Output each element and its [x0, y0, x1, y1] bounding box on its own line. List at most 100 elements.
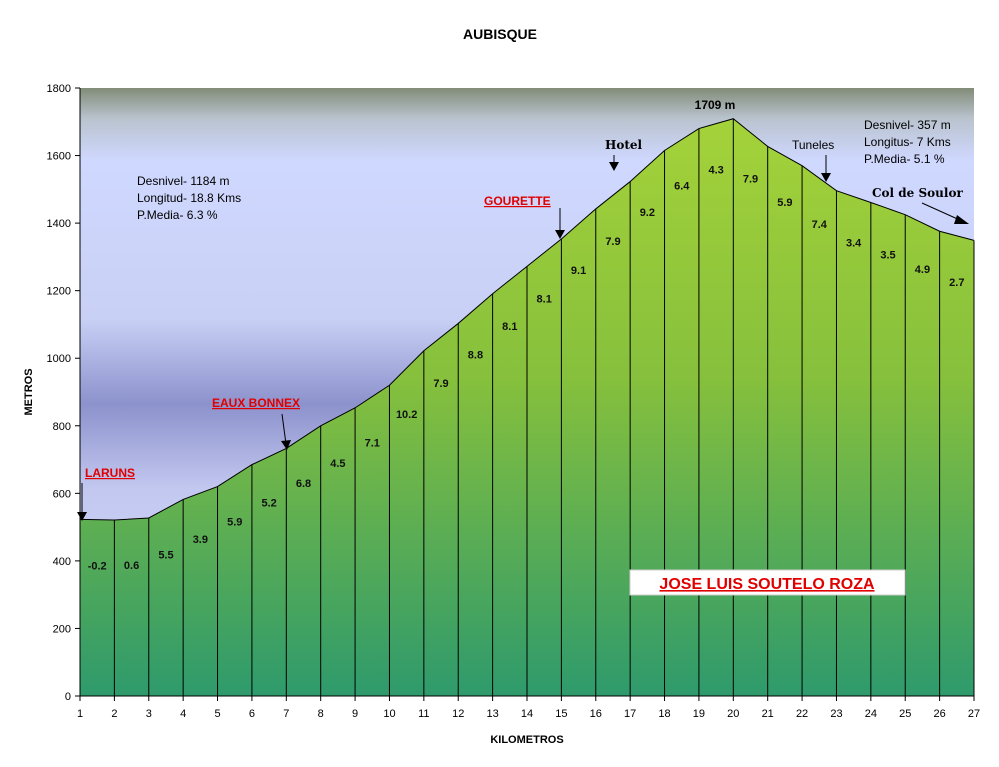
y-tick-label: 1600 — [47, 151, 71, 163]
info-right-pmedia: P.Media- 5.1 % — [864, 152, 945, 166]
elevation-line — [79, 118, 975, 521]
info-left-pmedia: P.Media- 6.3 % — [137, 208, 218, 222]
arrow-down-icon — [609, 162, 619, 171]
place-gourette: GOURETTE — [484, 194, 565, 239]
x-tick-label: 6 — [249, 708, 255, 720]
segment-grade-label: 10.2 — [396, 409, 417, 421]
segment-grade-label: 0.6 — [124, 560, 139, 572]
place-label-tuneles: Tuneles — [792, 138, 834, 152]
x-tick-label: 8 — [318, 708, 324, 720]
y-tick-label: 1000 — [47, 353, 71, 365]
arrow-down-icon — [821, 173, 831, 182]
info-left-longitud: Longitud- 18.8 Kms — [137, 191, 241, 205]
info-box-right: Desnivel- 357 m Longitus- 7 Kms P.Media-… — [864, 118, 951, 166]
y-tick-label: 800 — [53, 421, 71, 433]
x-tick-label: 25 — [899, 708, 911, 720]
arrow-down-icon — [281, 440, 291, 450]
info-left-desnivel: Desnivel- 1184 m — [137, 174, 229, 188]
segment-grade-label: -0.2 — [88, 561, 107, 573]
segment-grade-label: 7.1 — [365, 438, 380, 450]
arrow-right-down-icon — [954, 215, 969, 224]
x-tick-label: 7 — [283, 708, 289, 720]
segment-grade-label: 7.9 — [433, 378, 448, 390]
y-tick-label: 1200 — [47, 286, 71, 298]
y-tick-label: 1400 — [47, 218, 71, 230]
segment-grade-label: 9.2 — [640, 207, 655, 219]
info-right-desnivel: Desnivel- 357 m — [864, 118, 951, 132]
segment-grade-label: 7.9 — [605, 236, 620, 248]
x-tick-label: 1 — [77, 708, 83, 720]
segment-grade-label: 5.9 — [227, 517, 242, 529]
x-tick-label: 3 — [146, 708, 152, 720]
x-tick-label: 21 — [762, 708, 774, 720]
segment-grade-label: 3.5 — [880, 250, 895, 262]
x-tick-label: 10 — [383, 708, 395, 720]
place-label-laruns: LARUNS — [85, 466, 135, 480]
place-eaux-bonnex: EAUX BONNEX — [212, 396, 300, 450]
info-right-longitud: Longitus- 7 Kms — [864, 135, 951, 149]
y-tick-label: 1800 — [47, 83, 71, 95]
place-laruns: LARUNS — [77, 466, 135, 521]
x-tick-label: 15 — [555, 708, 567, 720]
y-tick-label: 0 — [65, 691, 71, 703]
place-label-gourette: GOURETTE — [484, 194, 551, 208]
segment-grade-label: 8.8 — [468, 350, 483, 362]
segment-grade-label: 7.4 — [812, 219, 828, 231]
x-tick-label: 14 — [521, 708, 533, 720]
y-tick-label: 200 — [53, 623, 71, 635]
y-tick-label: 600 — [53, 488, 71, 500]
segment-grade-label: 4.9 — [915, 264, 930, 276]
x-tick-label: 11 — [418, 708, 429, 720]
segment-grade-label: 8.1 — [537, 294, 552, 306]
segment-grade-label: 6.4 — [674, 181, 690, 193]
x-tick-label: 23 — [830, 708, 842, 720]
segment-grade-label: 7.9 — [743, 174, 758, 186]
info-box-left: Desnivel- 1184 m Longitud- 18.8 Kms P.Me… — [137, 174, 241, 222]
segment-grade-label: 9.1 — [571, 265, 586, 277]
x-tick-label: 13 — [486, 708, 498, 720]
x-tick-label: 27 — [968, 708, 980, 720]
x-tick-label: 26 — [933, 708, 945, 720]
x-tick-label: 12 — [452, 708, 464, 720]
x-tick-label: 20 — [727, 708, 739, 720]
x-tick-label: 4 — [180, 708, 186, 720]
place-label-col-de-soulor: Col de Soulor — [872, 186, 963, 200]
x-tick-label: 22 — [796, 708, 808, 720]
segment-grade-label: 4.5 — [330, 458, 345, 470]
x-tick-label: 16 — [590, 708, 602, 720]
x-tick-label: 9 — [352, 708, 358, 720]
segment-grades-layer: -0.2 0.6 5.5 3.9 5.9 5.2 6.8 4.5 7.1 10.2 7.9 8.8 8.… — [88, 165, 965, 573]
summit-label: 1709 m — [695, 98, 736, 112]
x-axis-label: KILOMETROS — [490, 734, 563, 746]
segment-grade-label: 6.8 — [296, 478, 311, 490]
y-tick-label: 400 — [53, 556, 71, 568]
arrow-down-icon — [77, 512, 87, 521]
arrow-down-icon — [555, 230, 565, 239]
place-label-eaux-bonnex: EAUX BONNEX — [212, 396, 300, 410]
author-box: JOSE LUIS SOUTELO ROZA — [629, 569, 906, 596]
x-tick-label: 2 — [111, 708, 117, 720]
segment-grade-label: 8.1 — [502, 321, 517, 333]
segment-grade-label: 5.5 — [158, 550, 173, 562]
segment-grade-label: 4.3 — [708, 165, 723, 177]
segment-grade-label: 3.4 — [846, 238, 862, 250]
place-col-de-soulor: Col de Soulor — [872, 186, 969, 224]
x-tick-label: 17 — [624, 708, 636, 720]
segment-grade-label: 2.7 — [949, 277, 964, 289]
x-tick-label: 5 — [214, 708, 220, 720]
place-tuneles: Tuneles — [792, 138, 834, 182]
segment-grade-label: 5.2 — [261, 498, 276, 510]
segment-grade-label: 5.9 — [777, 197, 792, 209]
segment-grade-label: 3.9 — [193, 534, 208, 546]
place-hotel: Hotel — [605, 138, 643, 171]
elevation-area-layer — [79, 118, 975, 696]
author-name: JOSE LUIS SOUTELO ROZA — [659, 576, 875, 593]
y-axis-label: METROS — [23, 368, 35, 415]
x-tick-label: 19 — [693, 708, 705, 720]
x-tick-label: 18 — [658, 708, 670, 720]
x-tick-label: 24 — [865, 708, 877, 720]
chart-title: AUBISQUE — [463, 26, 537, 42]
place-label-hotel: Hotel — [605, 138, 643, 152]
